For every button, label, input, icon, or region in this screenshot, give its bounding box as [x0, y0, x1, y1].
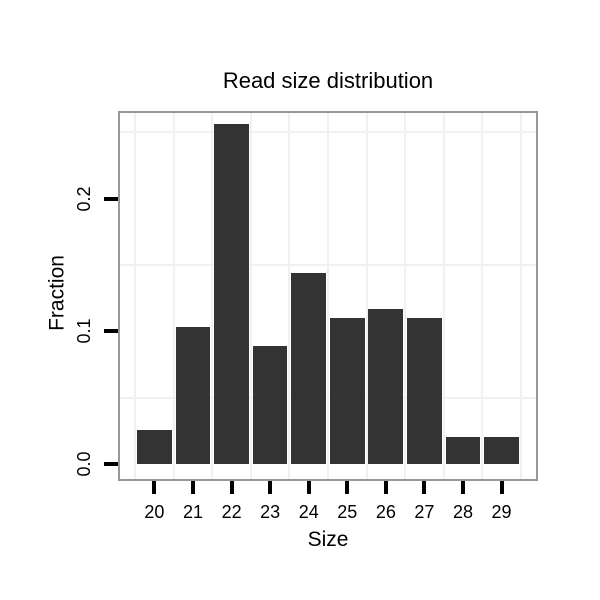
y-tick-label: 0.2 — [74, 186, 94, 212]
x-axis-tick — [268, 481, 273, 494]
minor-gridline-x — [365, 111, 368, 481]
y-axis-tick — [104, 462, 118, 466]
x-tick-label: 27 — [414, 502, 435, 522]
x-axis-tick — [306, 481, 311, 494]
bar-size-24 — [291, 272, 327, 464]
x-axis-tick — [499, 481, 504, 494]
x-axis-tick — [191, 481, 195, 494]
x-axis-tick — [229, 481, 234, 494]
minor-gridline-x — [172, 111, 175, 481]
x-tick-label: 22 — [221, 502, 242, 522]
y-tick-label: 0.0 — [74, 451, 94, 477]
plot-panel — [118, 111, 538, 481]
x-tick-label: 23 — [260, 502, 281, 522]
minor-gridline-y — [118, 263, 538, 266]
plot-title: Read size distribution — [222, 68, 434, 93]
y-tick-label: 0.1 — [74, 318, 94, 344]
minor-gridline-x — [442, 111, 445, 481]
x-tick-label: 26 — [375, 502, 396, 522]
x-axis-tick — [345, 481, 350, 494]
bar-size-21 — [175, 327, 211, 464]
x-axis-tick — [422, 481, 427, 494]
x-tick-label: 21 — [182, 502, 204, 522]
minor-gridline-x — [519, 111, 522, 481]
minor-gridline-y — [118, 396, 538, 399]
minor-gridline-x — [249, 111, 252, 481]
bar-size-28 — [445, 437, 481, 464]
x-axis-tick — [383, 481, 388, 494]
x-tick-label: 29 — [491, 502, 512, 522]
bar-size-27 — [407, 318, 442, 464]
bar-size-26 — [368, 308, 404, 464]
x-axis-title: Size — [307, 528, 349, 551]
x-axis-tick — [460, 481, 465, 494]
bar-size-29 — [484, 437, 519, 464]
bar-size-25 — [329, 318, 365, 464]
x-tick-label: 20 — [144, 502, 165, 522]
minor-gridline-x — [211, 111, 214, 481]
x-tick-label: 28 — [452, 502, 473, 522]
y-axis-title: Fraction — [45, 255, 69, 331]
x-axis-tick — [152, 481, 157, 494]
y-axis-tick — [104, 329, 118, 334]
x-tick-label: 24 — [298, 502, 319, 522]
bar-size-22 — [214, 124, 249, 464]
minor-gridline-y — [118, 131, 538, 134]
minor-gridline-x — [288, 111, 291, 481]
bar-size-20 — [137, 429, 172, 464]
y-axis-tick — [104, 196, 118, 201]
bar-size-23 — [252, 345, 288, 464]
minor-gridline-x — [327, 111, 329, 481]
minor-gridline-x — [404, 111, 407, 481]
minor-gridline-x — [481, 111, 484, 481]
x-tick-label: 25 — [337, 502, 358, 522]
minor-gridline-x — [134, 111, 137, 481]
